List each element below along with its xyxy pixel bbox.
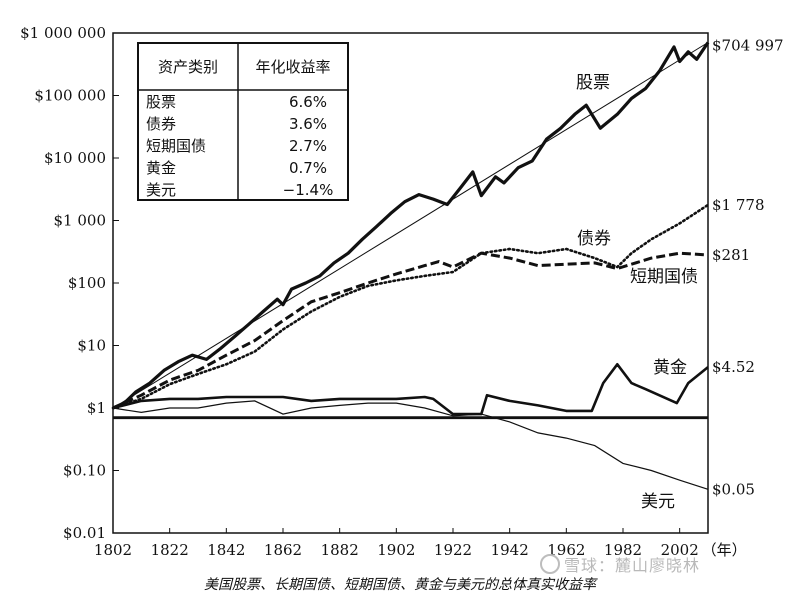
- trend-line: [112, 42, 709, 409]
- y-tick-label-2: $10 000: [44, 149, 106, 167]
- table-cell-asset-0: 股票: [146, 93, 176, 111]
- y-tick-label-7: $0.10: [63, 462, 106, 480]
- table-cell-rate-4: −1.4%: [283, 181, 334, 199]
- series-line-bills: [112, 251, 709, 410]
- end-label-bonds: $1 778: [712, 196, 765, 214]
- x-tick-label-0: 1802: [94, 541, 132, 559]
- table-cell-asset-4: 美元: [146, 181, 176, 199]
- table-cell-asset-1: 债券: [146, 115, 176, 133]
- snowball-logo-icon: [540, 554, 560, 574]
- series-line-bonds: [111, 203, 710, 410]
- table-cell-rate-1: 3.6%: [289, 115, 327, 133]
- watermark: 雪球：麓山廖晓林: [540, 552, 700, 576]
- table-cell-asset-3: 黄金: [146, 159, 176, 177]
- end-label-dollar: $0.05: [712, 480, 755, 498]
- end-label-bills: $281: [712, 246, 750, 264]
- watermark-text: 雪球：麓山廖晓林: [564, 556, 701, 575]
- y-tick-label-4: $100: [68, 274, 106, 292]
- x-tick-label-7: 1942: [491, 541, 529, 559]
- series-label-stocks: 股票: [576, 73, 610, 93]
- series-label-gold: 黄金: [653, 358, 687, 378]
- series-line-gold: [112, 362, 709, 416]
- returns-table: [137, 42, 349, 201]
- table-header-rate: 年化收益率: [255, 58, 330, 76]
- table-header-asset: 资产类别: [158, 58, 218, 76]
- y-tick-label-6: $1: [87, 399, 106, 417]
- x-tick-label-2: 1842: [207, 541, 245, 559]
- x-unit-label: （年）: [702, 541, 747, 559]
- x-tick-label-4: 1882: [321, 541, 359, 559]
- x-tick-label-6: 1922: [434, 541, 472, 559]
- table-cell-asset-2: 短期国债: [146, 137, 206, 155]
- y-tick-label-5: $10: [77, 337, 106, 355]
- end-label-gold: $4.52: [712, 358, 755, 376]
- table-cell-rate-3: 0.7%: [289, 159, 327, 177]
- series-line-dollar: [112, 400, 709, 490]
- series-line-stocks: [112, 41, 710, 410]
- x-tick-label-10: 2002: [661, 541, 699, 559]
- series-label-dollar: 美元: [641, 492, 675, 512]
- x-tick-label-9: 1982: [604, 541, 642, 559]
- y-tick-label-0: $1 000 000: [20, 24, 106, 42]
- series-label-bills: 短期国债: [630, 267, 698, 287]
- y-tick-label-1: $100 000: [34, 87, 106, 105]
- x-tick-label-3: 1862: [264, 541, 302, 559]
- series-label-bonds: 债券: [577, 229, 611, 249]
- end-label-stocks: $704 997: [712, 36, 784, 54]
- y-tick-label-8: $0.01: [63, 524, 106, 542]
- x-tick-label-5: 1902: [377, 541, 415, 559]
- table-cell-rate-2: 2.7%: [289, 137, 327, 155]
- x-tick-label-1: 1822: [151, 541, 189, 559]
- x-tick-label-8: 1962: [547, 541, 585, 559]
- chart-caption: 美国股票、长期国债、短期国债、黄金与美元的总体真实收益率: [204, 577, 596, 593]
- table-cell-rate-0: 6.6%: [289, 93, 327, 111]
- y-tick-label-3: $1 000: [54, 212, 107, 230]
